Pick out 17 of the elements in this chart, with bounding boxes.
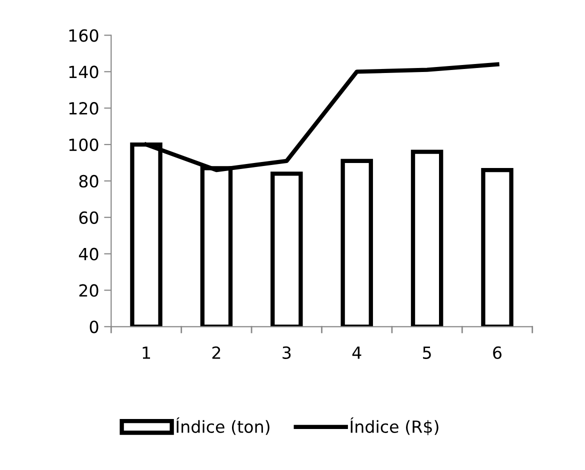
x-tick-label: 3 — [282, 346, 291, 359]
y-tick-label: 80 — [79, 174, 98, 188]
x-tick-label: 1 — [142, 346, 150, 359]
x-tick-label: 5 — [423, 346, 431, 359]
y-tick-label: 0 — [90, 320, 98, 334]
x-tick-label: 4 — [352, 346, 362, 359]
y-tick-label: 100 — [69, 138, 98, 152]
y-tick-label: 40 — [78, 248, 98, 260]
y-tick-label: 140 — [69, 66, 98, 78]
x-tick-label: 2 — [212, 346, 220, 359]
legend-label: Índice (R$) — [350, 417, 438, 436]
y-tick-label: 20 — [79, 284, 98, 297]
y-tick-label: 60 — [79, 211, 98, 224]
x-tick-label: 6 — [493, 346, 502, 359]
legend-label: Índice (ton) — [176, 417, 270, 435]
y-tick-label: 120 — [69, 102, 98, 115]
y-tick-label: 160 — [69, 29, 98, 42]
